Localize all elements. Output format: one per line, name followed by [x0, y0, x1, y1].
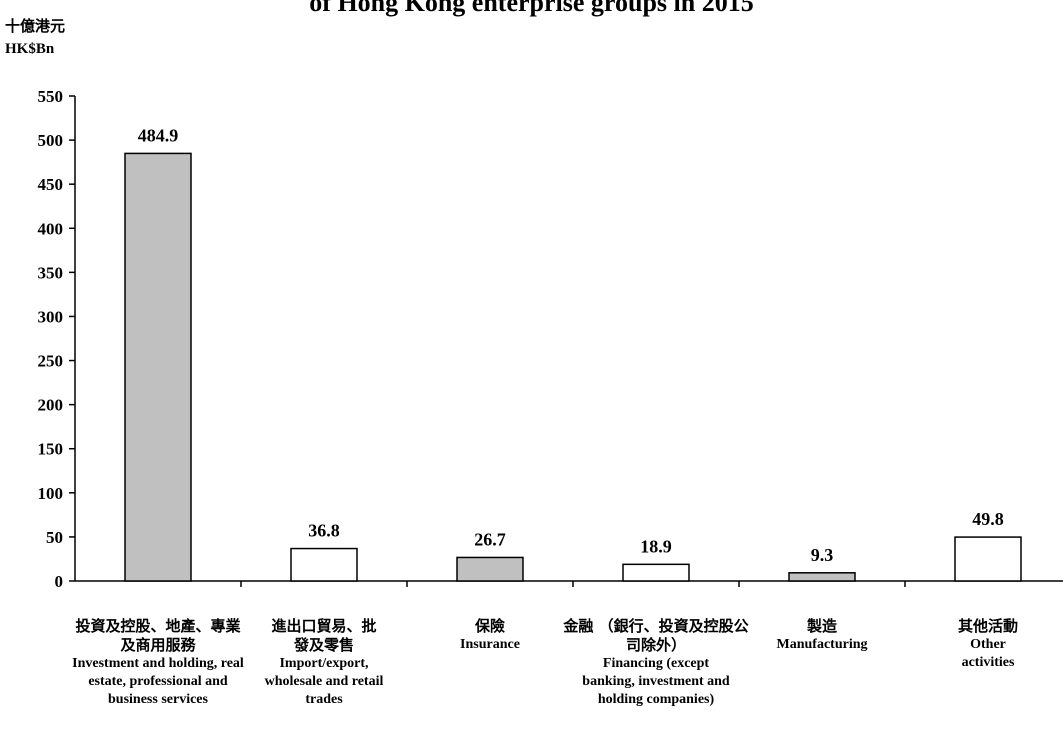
bar-value-label: 18.9: [640, 536, 672, 556]
y-unit-en: HK$Bn: [5, 41, 55, 57]
y-tick-label: 0: [55, 572, 64, 591]
bar: [456, 556, 524, 582]
category-label-zh: 製造: [806, 617, 837, 635]
bar: [788, 572, 856, 582]
category-label-zh: 進出口貿易、批發及零售: [271, 617, 377, 654]
y-tick-label: 50: [46, 528, 63, 547]
bar: [290, 547, 358, 582]
category-label-zh: 保險: [474, 617, 505, 635]
y-tick-label: 400: [38, 219, 64, 238]
category-label-en: Import/export, wholesale and retail trad…: [264, 656, 384, 707]
y-tick-label: 250: [38, 352, 64, 371]
y-tick-label: 550: [38, 87, 64, 106]
category-label-zh: 其他活動: [957, 617, 1018, 635]
y-tick-label: 450: [38, 175, 64, 194]
category-label-en: Insurance: [460, 637, 520, 652]
chart-title: of Hong Kong enterprise groups in 2015: [309, 0, 754, 17]
category-label: 製造 Manufacturing: [727, 617, 917, 654]
bar-value-label: 9.3: [811, 545, 834, 565]
y-tick-label: 200: [38, 396, 64, 415]
y-tick-label: 300: [38, 307, 64, 326]
y-tick-label: 500: [38, 131, 64, 150]
category-label-zh: 投資及控股、地產、專業及商用服務: [75, 617, 241, 654]
bar-value-label: 36.8: [308, 521, 340, 541]
bar-value-label: 484.9: [138, 125, 179, 145]
category-label-zh: 金融 （銀行、投資及控股公司除外）: [563, 617, 749, 654]
category-label: 進出口貿易、批發及零售 Import/export, wholesale and…: [229, 617, 419, 709]
bar: [124, 152, 192, 582]
y-unit-zh: 十億港元: [5, 19, 66, 35]
category-label: 投資及控股、地產、專業及商用服務 Investment and holding,…: [63, 617, 253, 709]
y-tick-label: 100: [38, 484, 64, 503]
bar: [954, 536, 1022, 582]
bar: [622, 563, 690, 582]
category-label: 金融 （銀行、投資及控股公司除外） Financing (except bank…: [561, 617, 751, 709]
category-label-en: Manufacturing: [776, 637, 868, 652]
category-label-en: Financing (except banking, investment an…: [582, 656, 730, 707]
category-label: 保險 Insurance: [395, 617, 585, 654]
bar-value-label: 49.8: [972, 509, 1004, 529]
bar-value-label: 26.7: [474, 529, 506, 549]
category-label-en: Other activities: [961, 637, 1015, 670]
y-tick-label: 150: [38, 440, 64, 459]
y-tick-label: 350: [38, 263, 64, 282]
category-label-en: Investment and holding, real estate, pro…: [72, 656, 244, 707]
category-label: 其他活動 Other activities: [893, 617, 1063, 672]
